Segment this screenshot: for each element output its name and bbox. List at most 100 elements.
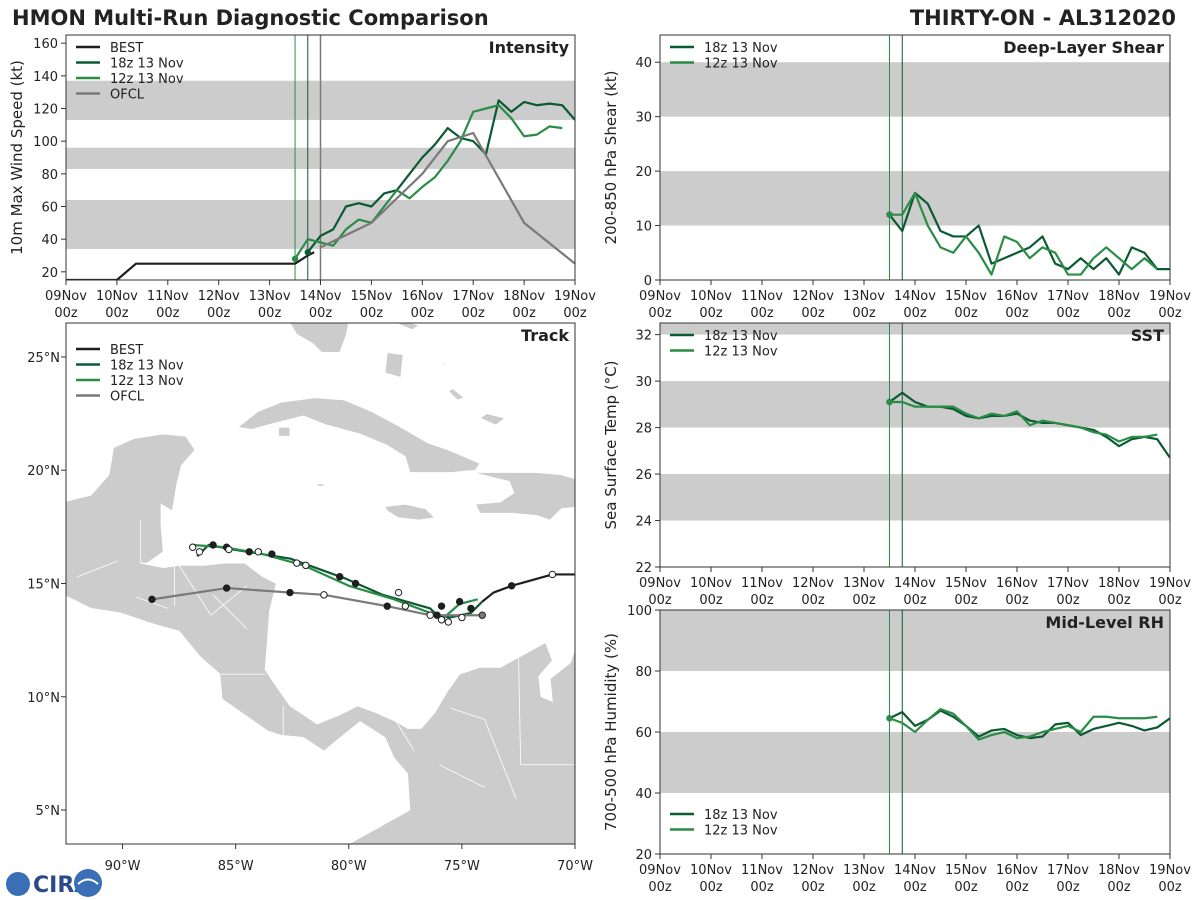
track-marker-ofcl [478,611,486,619]
sst-shaded-band [660,474,1170,521]
intensity-xtick-date: 13Nov [249,289,291,304]
sst-xtick-hour: 00z [648,593,672,608]
track-marker-run18z [467,604,475,613]
rh-ytick-label: 20 [635,848,652,863]
intensity-panel-title: Intensity [489,38,570,57]
intensity-xtick-date: 12Nov [198,289,240,304]
track-xtick-label: 70°W [557,859,593,874]
land-trinidad [758,679,778,695]
rh-panel-title: Mid-Level RH [1045,613,1164,632]
shear-ytick-label: 0 [644,274,652,289]
intensity-xtick-hour: 00z [207,306,231,321]
shear-panel-title: Deep-Layer Shear [1003,38,1164,57]
intensity-xtick-hour: 00z [411,306,435,321]
intensity-ytick-label: 80 [41,168,58,183]
rh-xtick-date: 12Nov [792,863,834,878]
rh-xtick-date: 18Nov [1098,863,1140,878]
shear-series-group [886,191,1170,276]
shear-legend-label: 12z 13 Nov [704,57,778,72]
rh-xtick-hour: 00z [1056,880,1080,895]
rh-xtick-hour: 00z [1005,880,1029,895]
intensity-xtick-date: 09Nov [45,289,87,304]
state-boundary-line [450,707,485,720]
intensity-xtick-hour: 00z [462,306,486,321]
track-marker-run18z [268,550,276,558]
rh-series-run12z [889,708,1158,741]
track-marker-run18z [293,559,301,567]
sst-xtick-date: 14Nov [894,576,936,591]
track-legend-label: 12z 13 Nov [110,374,184,389]
sst-xtick-date: 09Nov [639,576,681,591]
land-group [66,323,778,844]
logo-globe-icon [6,872,30,896]
track-marker-run18z [351,579,360,588]
sst-ylabel: Sea Surface Temp (°C) [602,360,620,529]
track-marker-run12z [188,543,197,551]
panel-rh: 20 40 60 80 100 09Nov 00z 10Nov 00z 11Nov 00z 12Nov… [602,604,1191,895]
track-marker-run18z [195,548,204,556]
land-jamaica [384,503,436,521]
sst-xtick-hour: 00z [801,593,825,608]
shear-xtick-hour: 00z [1056,306,1080,321]
land-cayman [316,483,325,487]
sst-shaded-band [660,323,1170,335]
sst-ytick-label: 26 [635,468,652,483]
figure-title: HMON Multi-Run Diagnostic Comparison [12,6,489,30]
rh-xtick-date: 19Nov [1149,863,1191,878]
rh-xtick-hour: 00z [1107,880,1131,895]
cira-logo: CIRA [6,869,102,898]
track-xtick-label: 90°W [105,859,141,874]
track-marker-run18z [394,588,403,597]
intensity-ytick-label: 140 [33,70,58,85]
land-bahamas-andros [384,351,404,378]
sst-ytick-label: 24 [635,515,652,530]
shear-xtick-hour: 00z [1158,306,1182,321]
shear-xtick-date: 15Nov [945,289,987,304]
shear-legend-label: 18z 13 Nov [704,41,778,56]
intensity-series-best [66,251,315,280]
shear-xtick-hour: 00z [1107,306,1131,321]
sst-xtick-hour: 00z [1005,593,1029,608]
track-series-group [148,541,575,626]
shear-ylabel: 200-850 hPa Shear (kt) [602,71,620,245]
intensity-xtick-hour: 00z [54,306,78,321]
track-ytick-label: 5°N [36,804,61,819]
track-marker-ofcl [383,602,391,610]
track-ytick-label: 20°N [27,464,60,479]
rh-shaded-band [660,732,1170,793]
rh-ytick-label: 100 [627,604,652,619]
track-line-best [481,573,575,603]
shear-xtick-hour: 00z [1005,306,1029,321]
intensity-xtick-hour: 00z [360,306,384,321]
intensity-legend-label: OFCL [110,88,145,103]
track-marker-ofcl [286,588,294,597]
rh-series-group [886,708,1170,741]
intensity-xtick-hour: 00z [309,306,333,321]
shear-xtick-date: 16Nov [996,289,1038,304]
state-boundary-line [212,594,248,630]
rh-legend-label: 12z 13 Nov [704,824,778,839]
sst-xtick-hour: 00z [954,593,978,608]
land-bahamas-2 [432,349,451,376]
intensity-legend-label: 18z 13 Nov [110,57,184,72]
sst-xtick-date: 10Nov [690,576,732,591]
track-marker-run12z [458,613,466,622]
logo-badge-icon [74,869,102,897]
track-marker-run18z [209,541,217,549]
intensity-xtick-hour: 00z [258,306,282,321]
track-marker-ofcl [320,591,328,599]
shear-xtick-hour: 00z [699,306,723,321]
intensity-xtick-date: 18Nov [503,289,545,304]
shear-shaded-band [660,62,1170,117]
intensity-xtick-hour: 00z [105,306,129,321]
logo-wave-icon [77,878,99,885]
track-legend-label: OFCL [110,390,145,405]
track-marker-run18z [336,573,344,581]
track-marker-ofcl [426,611,434,619]
land-bahamas-3 [447,388,465,401]
shear-shaded-band [660,171,1170,226]
intensity-ytick-label: 100 [33,135,58,150]
intensity-xtick-date: 19Nov [554,289,596,304]
rh-xtick-date: 15Nov [945,863,987,878]
rh-xtick-date: 13Nov [843,863,885,878]
